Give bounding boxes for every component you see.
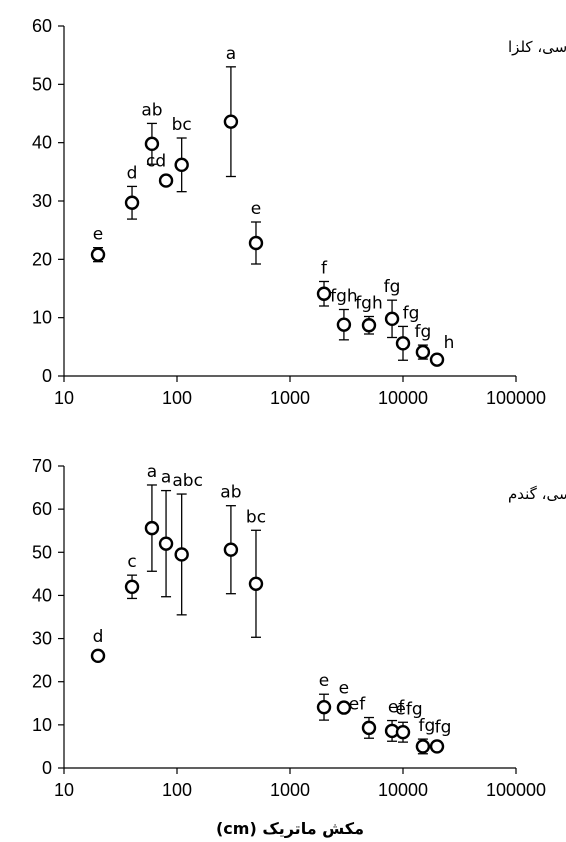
panel-1-significance-letter: h: [444, 333, 455, 353]
panel-2-significance-letter: d: [93, 627, 104, 647]
panel-2-significance-letter: ef: [349, 695, 366, 715]
panel-1-y-tick-label: 40: [32, 133, 52, 153]
panel-2-y-tick-label: 40: [32, 585, 52, 605]
panel-1-x-tick-label: 10000: [378, 388, 428, 408]
panel-1-y-tick-label: 50: [32, 74, 52, 94]
panel-1-data-point: [158, 173, 174, 188]
panel-2-significance-letter: efg: [395, 699, 422, 719]
panel-1-x-tick-label: 100: [162, 388, 192, 408]
panel-2-significance-letter: fg: [435, 717, 452, 737]
panel-2-significance-letter: fg: [419, 716, 436, 736]
panel-2-significance-letter: c: [127, 552, 136, 572]
panel-1-x-tick-label: 10: [54, 388, 74, 408]
panel-1-y-tick-label: 0: [42, 366, 52, 386]
panel-2-significance-letter: ef: [388, 698, 405, 718]
panel-1-y-tick-label: 20: [32, 249, 52, 269]
panel-1-data-point: [429, 352, 445, 367]
panel-1-x-tick-label: 100000: [486, 388, 546, 408]
panel-1-data-point: [395, 336, 411, 351]
panel-2-significance-letter: ab: [220, 483, 241, 503]
panel-2-y-tick-label: 10: [32, 715, 52, 735]
panel-2-data-point: [90, 648, 106, 664]
panel-2-y-tick-label: 30: [32, 629, 52, 649]
panel-2-title: پ) لوم رسی، گندم: [508, 485, 566, 503]
panel-2-significance-letter: abc: [172, 471, 203, 491]
panel-1-significance-letter: bc: [172, 115, 192, 135]
panel-2-data-point: [395, 724, 411, 740]
panel-2-significance-letter: bc: [246, 507, 266, 527]
panel-2-data-point: [429, 739, 445, 754]
panel-1-significance-letter: d: [127, 163, 138, 183]
panel-1-significance-letter: fg: [384, 277, 401, 297]
panel-2-x-tick-label: 10: [54, 780, 74, 800]
panel-1-data-point: [361, 318, 377, 333]
panel-1-data-point: [316, 286, 332, 301]
panel-1-significance-letter: e: [251, 199, 261, 219]
panel-1-significance-letter: cd: [146, 152, 166, 172]
panel-2-data-point: [223, 542, 239, 557]
panel-1-significance-letter: a: [226, 44, 236, 64]
panel-1-data-point: [174, 157, 189, 173]
panel-1-data-point: [248, 235, 264, 251]
panel-1-significance-letter: fgh: [355, 294, 383, 314]
panel-1-significance-letter: f: [321, 259, 328, 279]
panel-2-data-point: [124, 579, 140, 594]
panel-2-data-point: [158, 536, 174, 551]
panel-1-significance-letter: e: [93, 225, 103, 245]
panel-1-data-point: [384, 311, 400, 327]
panel-2-data-point: [336, 700, 352, 715]
panel-2-y-tick-label: 70: [32, 456, 52, 476]
panel-2-significance-letter: a: [161, 468, 171, 488]
panel-1-y-tick-label: 30: [32, 191, 52, 211]
panel-2-x-tick-label: 10000: [378, 780, 428, 800]
panel-1-data-point: [415, 344, 431, 360]
panel-1-data-point: [223, 114, 239, 129]
panel-2-significance-letter: a: [147, 462, 157, 482]
panel-1-significance-letter: fgh: [330, 287, 358, 307]
panel-2-data-point: [248, 576, 264, 591]
panel-1-data-point: [336, 317, 352, 332]
panel-2-data-point: [174, 547, 189, 562]
panel-1-x-tick-label: 1000: [270, 388, 310, 408]
panel-2-x-tick-label: 1000: [270, 780, 310, 800]
panel-1-data-point: [124, 195, 140, 210]
panel-2-data-point: [361, 720, 377, 736]
panel-2-x-axis-title: مکش ماتریک (cm): [216, 819, 364, 838]
panel-2-y-tick-label: 20: [32, 672, 52, 692]
panel-1-title: الف)لوم رسی، کلزا: [508, 38, 566, 56]
panel-2-data-point: [144, 520, 160, 536]
panel-2-x-tick-label: 100: [162, 780, 192, 800]
panel-2-significance-letter: e: [339, 679, 349, 699]
panel-2-y-tick-label: 50: [32, 542, 52, 562]
panel-2-data-point: [415, 739, 431, 754]
panel-2-y-tick-label: 0: [42, 758, 52, 778]
panel-2-data-point: [316, 699, 332, 715]
panel-2-significance-letter: e: [319, 671, 329, 691]
panel-1-y-tick-label: 10: [32, 308, 52, 328]
panel-1-y-tick-label: 60: [32, 16, 52, 36]
panel-1-significance-letter: fg: [403, 303, 420, 323]
panel-1-data-point: [90, 247, 106, 262]
panel-1-significance-letter: fg: [415, 322, 432, 342]
panel-1-significance-letter: ab: [141, 100, 162, 120]
panel-2-x-tick-label: 100000: [486, 780, 546, 800]
panel-2-y-tick-label: 60: [32, 499, 52, 519]
panel-1-data-point: [144, 136, 160, 152]
